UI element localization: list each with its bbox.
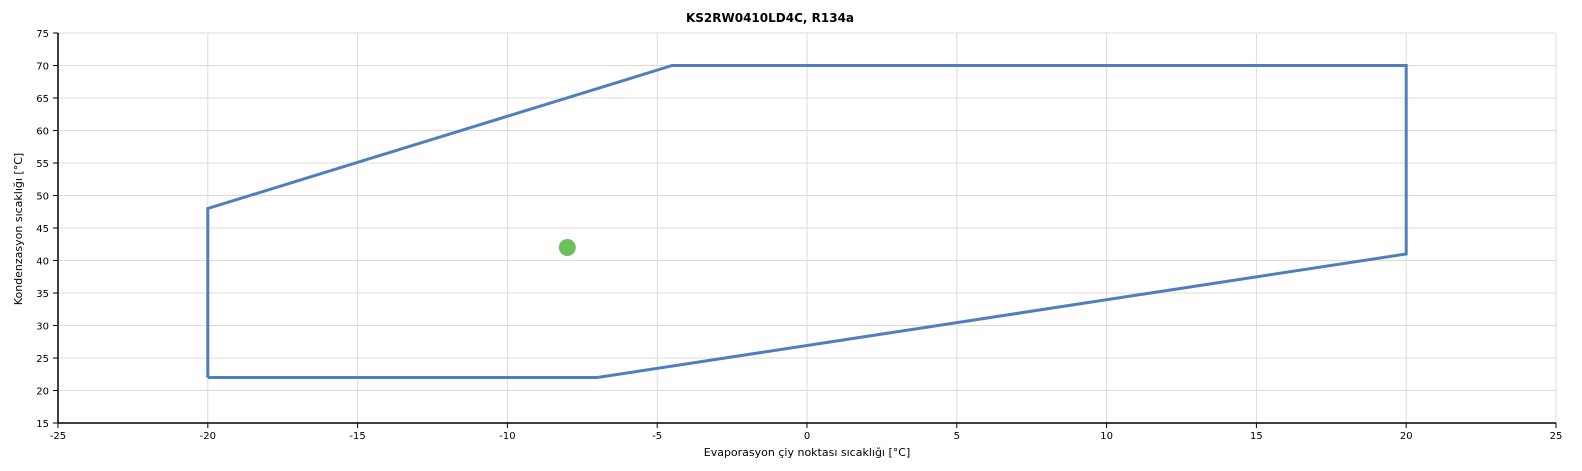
- x-tick-label: 15: [1250, 431, 1263, 442]
- x-tick-label: 0: [804, 431, 810, 442]
- axis-layer: -25 -20 -15 -10 -5 0 5 10 15 20 25 15 20 25 30 35 40 45 50…: [36, 29, 1562, 442]
- y-tick-label: 15: [36, 419, 49, 430]
- y-tick-label: 65: [36, 94, 49, 105]
- y-tick-label: 35: [36, 289, 49, 300]
- x-axis-label: Evaporasyon çiy noktası sıcaklığı [°C]: [704, 446, 911, 459]
- chart-title: KS2RW0410LD4C, R134a: [686, 11, 854, 25]
- y-tick-label: 25: [36, 354, 49, 365]
- y-tick-label: 50: [36, 192, 49, 203]
- x-tick-label: -10: [499, 431, 515, 442]
- y-tick-label: 45: [36, 224, 49, 235]
- x-tick-label: 25: [1550, 431, 1563, 442]
- y-tick-label: 70: [36, 62, 49, 73]
- x-tick-label: -25: [50, 431, 66, 442]
- grid-layer: [58, 33, 1556, 423]
- y-tick-label: 20: [36, 387, 49, 398]
- x-tick-label: 10: [1100, 431, 1113, 442]
- y-axis-label: Kondenzasyon sıcaklığı [°C]: [12, 153, 25, 305]
- x-tick-label: -20: [200, 431, 216, 442]
- operating-point-marker: [559, 239, 576, 256]
- x-tick-label: 20: [1400, 431, 1413, 442]
- y-tick-label: 60: [36, 127, 49, 138]
- y-tick-label: 75: [36, 29, 49, 40]
- x-tick-label: 5: [954, 431, 960, 442]
- y-tick-label: 40: [36, 257, 49, 268]
- x-tick-label: -15: [349, 431, 365, 442]
- x-tick-label: -5: [652, 431, 662, 442]
- y-tick-label: 30: [36, 322, 49, 333]
- y-tick-label: 55: [36, 159, 49, 170]
